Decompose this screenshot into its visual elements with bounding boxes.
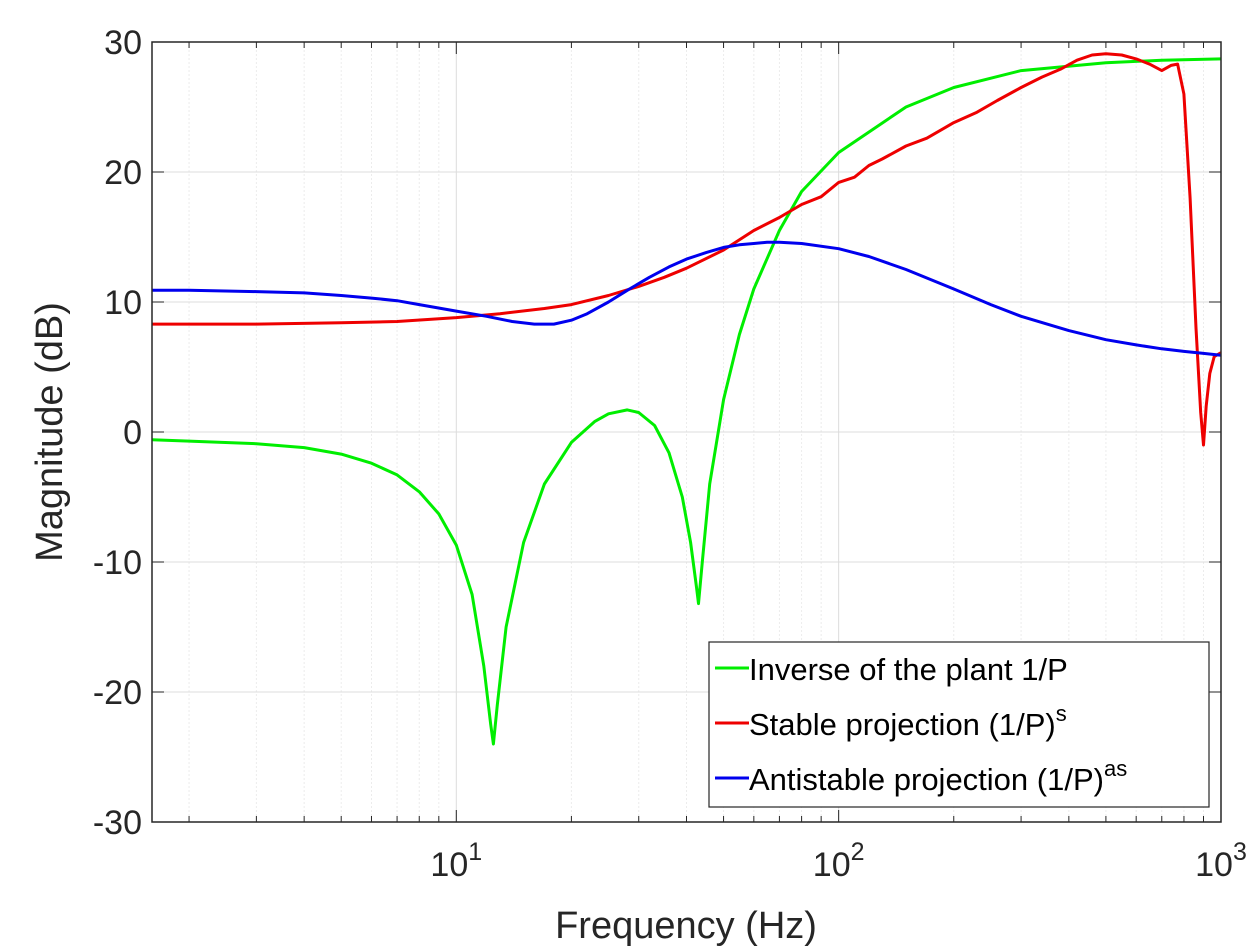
x-tick-base: 10 — [1195, 846, 1233, 884]
x-tick-label: 101 — [430, 838, 482, 884]
y-tick-label: 0 — [123, 414, 142, 452]
y-tick-label: 20 — [104, 154, 142, 192]
y-axis-label: Magnitude (dB) — [29, 302, 71, 562]
legend-entry-superscript: s — [1056, 701, 1067, 726]
x-tick-label: 102 — [813, 838, 865, 884]
y-tick-label: 30 — [104, 24, 142, 62]
y-tick-label: -10 — [93, 544, 142, 582]
y-tick-label: 10 — [104, 284, 142, 322]
legend-entry-3: Antistable projection (1/P)as — [749, 756, 1127, 797]
y-tick-label: -20 — [93, 674, 142, 712]
legend-entry-2: Stable projection (1/P)s — [749, 701, 1067, 742]
x-tick-exponent: 2 — [851, 838, 865, 866]
series-line-3 — [152, 240, 1221, 357]
legend-box — [708, 641, 1210, 808]
series-line-2 — [152, 52, 1221, 447]
series-line-1 — [152, 57, 1221, 746]
x-tick-base: 10 — [430, 846, 468, 884]
legend-entry-text: Inverse of the plant 1/P — [749, 652, 1068, 687]
x-tick-label: 103 — [1195, 838, 1247, 884]
x-tick-exponent: 1 — [468, 838, 482, 866]
legend: Inverse of the plant 1/P Stable projectio… — [708, 641, 1210, 808]
legend-entry-1: Inverse of the plant 1/P — [749, 652, 1068, 687]
series-layer — [152, 52, 1221, 746]
x-axis-label: Frequency (Hz) — [555, 905, 817, 947]
legend-entry-text: Antistable projection (1/P) — [749, 762, 1104, 797]
y-tick-label: -30 — [93, 804, 142, 842]
x-tick-base: 10 — [813, 846, 851, 884]
legend-entry-superscript: as — [1104, 756, 1127, 781]
x-tick-exponent: 3 — [1233, 838, 1247, 866]
legend-entry-text: Stable projection (1/P) — [749, 707, 1056, 742]
